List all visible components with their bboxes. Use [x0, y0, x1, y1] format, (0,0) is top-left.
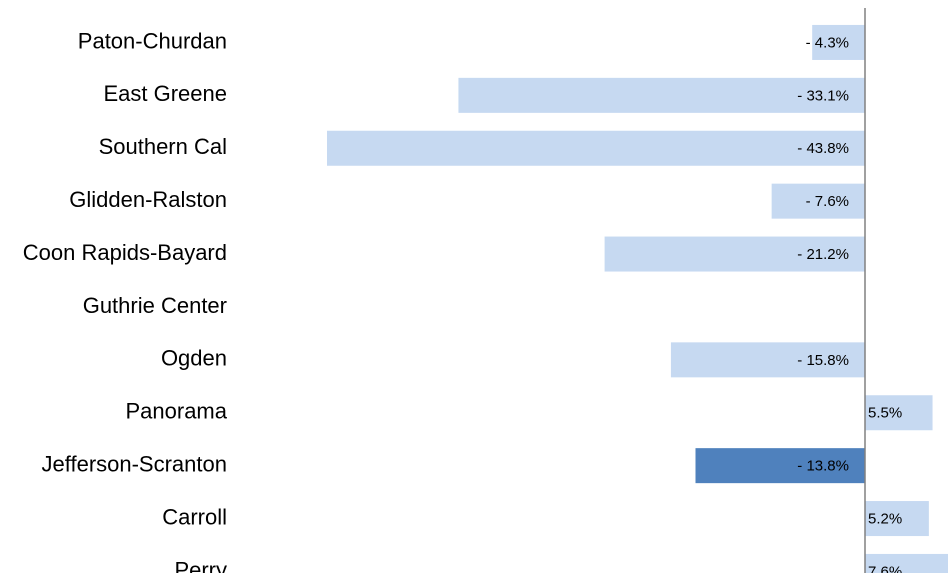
highlighted-bar — [695, 448, 865, 484]
category-label: Guthrie Center — [83, 293, 227, 318]
bar — [327, 130, 865, 166]
category-labels-group: Paton-Churdan East Greene Southern Cal Glid… — [23, 28, 228, 573]
value-label: 5.5% — [868, 405, 902, 422]
category-label: Perry — [174, 557, 227, 573]
value-label: 5.2% — [868, 511, 902, 528]
bar — [865, 501, 929, 537]
bar — [670, 342, 865, 378]
category-label: Coon Rapids-Bayard — [23, 240, 227, 265]
value-label: - 4.3% — [806, 34, 849, 51]
bar — [771, 183, 865, 219]
value-label: - 21.2% — [797, 246, 849, 263]
value-labels-group: - 4.3% - 33.1% - 43.8% - 7.6% - 21.2% - 15.8%… — [797, 34, 902, 573]
category-label: Paton-Churdan — [78, 28, 227, 53]
value-label: - 15.8% — [797, 352, 849, 369]
category-label: Panorama — [125, 399, 227, 424]
category-label: Ogden — [161, 346, 227, 371]
category-label: Southern Cal — [99, 134, 227, 159]
value-label: - 13.8% — [797, 458, 849, 475]
bar — [604, 236, 865, 272]
bar — [865, 553, 948, 573]
category-label: Jefferson-Scranton — [42, 451, 227, 476]
bar — [458, 77, 865, 113]
bar — [865, 395, 933, 431]
value-label: 7.6% — [868, 563, 902, 573]
bar — [812, 24, 865, 60]
category-label: Glidden-Ralston — [69, 187, 227, 212]
value-label: - 43.8% — [797, 140, 849, 157]
bars-group — [327, 24, 948, 573]
value-label: - 7.6% — [806, 193, 849, 210]
category-label: East Greene — [103, 81, 227, 106]
category-label: Carroll — [162, 504, 227, 529]
value-label: - 33.1% — [797, 87, 849, 104]
